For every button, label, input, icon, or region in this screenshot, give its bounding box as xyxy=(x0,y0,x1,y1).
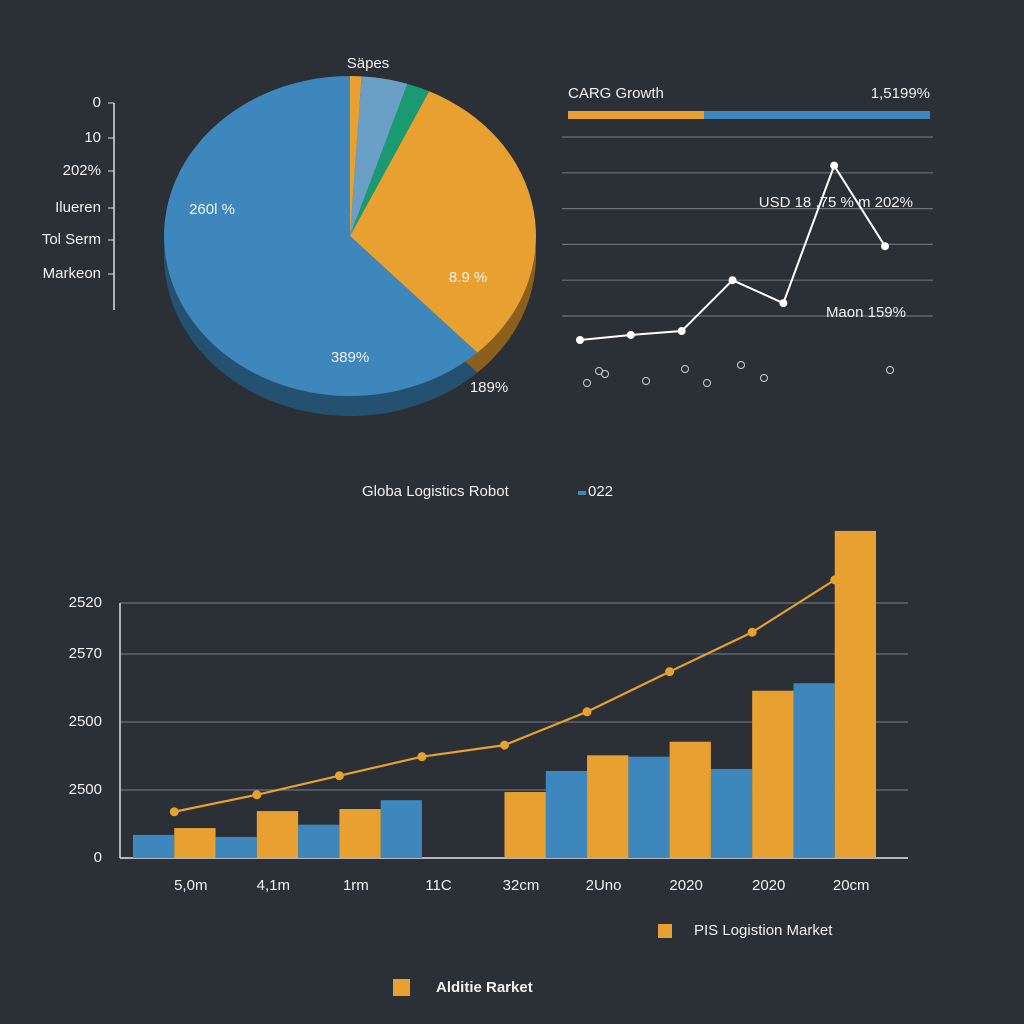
line-annotation: USD 18 ,75 % m 202% xyxy=(759,194,913,211)
side-label: Tol Serm xyxy=(42,231,101,248)
line-point xyxy=(747,627,757,637)
bar xyxy=(669,741,711,858)
line-title: CARG Growth xyxy=(568,85,664,102)
bar xyxy=(504,792,546,858)
side-label: 10 xyxy=(84,129,101,146)
bar xyxy=(628,756,670,858)
line-point xyxy=(169,807,179,817)
line-point xyxy=(665,667,675,677)
headline: 1,5199% xyxy=(871,85,930,102)
x-tick-label: 20cm xyxy=(833,877,870,894)
line-point xyxy=(252,790,262,800)
x-tick-label: 4,1m xyxy=(257,877,290,894)
line-point xyxy=(779,299,788,308)
bar xyxy=(834,530,876,858)
line-point xyxy=(582,707,592,717)
bar xyxy=(793,683,835,858)
x-tick-label: 11C xyxy=(425,877,452,894)
bar xyxy=(298,824,340,858)
side-label: Markeon xyxy=(43,265,101,282)
y-tick-label: 2520 xyxy=(69,594,102,611)
x-tick-label: 2020 xyxy=(669,877,702,894)
bar xyxy=(545,770,588,858)
legend-marker xyxy=(658,924,672,938)
bar xyxy=(133,834,175,858)
pie-slice xyxy=(350,76,362,236)
bar xyxy=(380,800,422,858)
bar xyxy=(256,811,299,858)
pie-slice xyxy=(350,83,430,236)
line-point xyxy=(830,575,840,585)
legend-label: 022 xyxy=(588,483,613,500)
x-tick-label: 2020 xyxy=(752,877,785,894)
line-point xyxy=(417,752,427,762)
progress-bar-track xyxy=(704,111,930,119)
legend-marker xyxy=(393,979,410,996)
y-tick-label: 2500 xyxy=(69,713,102,730)
y-tick-label: 0 xyxy=(94,849,102,866)
pie-slice xyxy=(350,76,408,236)
decor-dots xyxy=(583,361,894,387)
x-tick-label: 32cm xyxy=(503,877,540,894)
side-label: Ilueren xyxy=(55,199,101,216)
pie-slice xyxy=(350,91,536,353)
line-point xyxy=(728,276,737,285)
line-point xyxy=(500,740,509,750)
y-tick-label: 2570 xyxy=(69,645,102,662)
line-point xyxy=(576,335,584,344)
progress-bar-fill xyxy=(568,111,704,119)
line-point xyxy=(334,771,344,781)
bar xyxy=(710,768,753,858)
legend-marker xyxy=(578,491,586,495)
side-label: 0 xyxy=(93,94,101,111)
bar xyxy=(215,836,257,858)
bar xyxy=(587,755,629,858)
bar xyxy=(752,690,794,858)
side-label: 202% xyxy=(63,162,101,179)
line-point xyxy=(881,242,889,251)
legend-label: PIS Logistion Market xyxy=(694,922,833,939)
pie-slice xyxy=(164,75,478,396)
pie-title: Säpes xyxy=(347,55,390,72)
x-tick-label: 5,0m xyxy=(174,877,207,894)
line-point xyxy=(677,327,686,336)
bar-title: Globa Logistics Robot xyxy=(362,483,510,500)
pie-label: 189% xyxy=(470,379,508,396)
pie-label: 8.9 % xyxy=(449,269,487,286)
bar xyxy=(339,809,381,858)
pie-label: 260l % xyxy=(189,201,235,218)
bar xyxy=(174,828,216,858)
legend-label: Alditie Rarket xyxy=(436,979,533,996)
x-tick-label: 1rm xyxy=(343,877,369,894)
line-point xyxy=(830,161,839,170)
pie-label: 389% xyxy=(331,349,369,366)
line-point xyxy=(626,330,635,339)
x-tick-label: 2Uno xyxy=(586,877,622,894)
y-tick-label: 2500 xyxy=(69,781,102,798)
line-annotation: Maon 159% xyxy=(826,304,906,321)
